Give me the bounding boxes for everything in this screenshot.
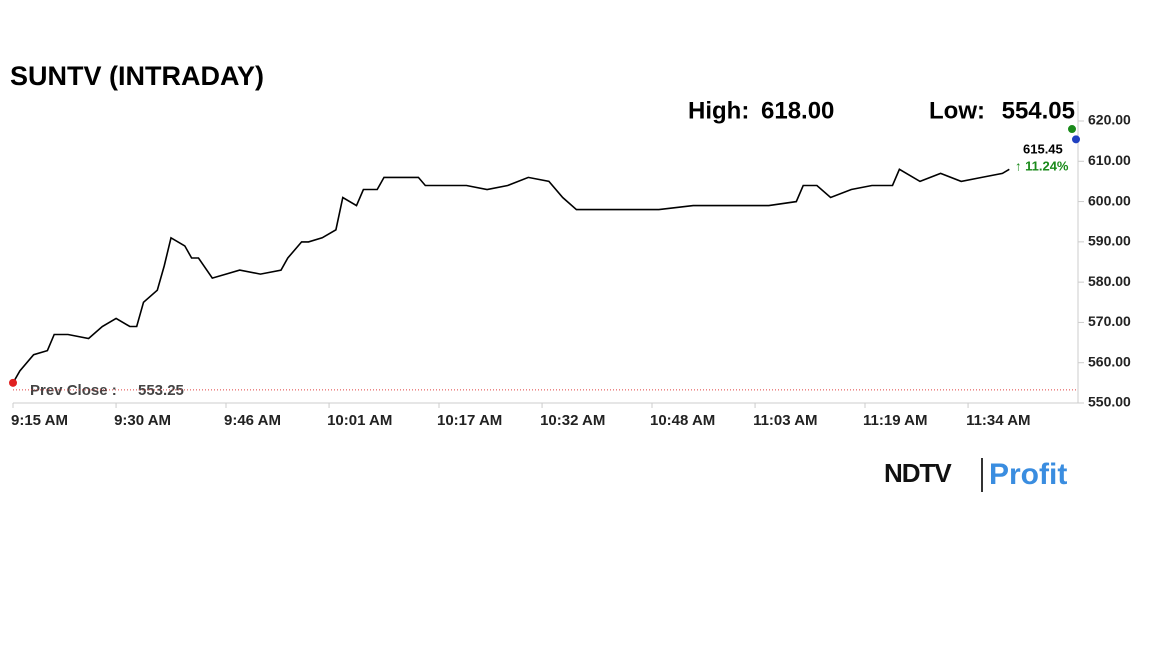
y-tick-label: 570.00	[1088, 313, 1131, 329]
y-tick-label: 620.00	[1088, 112, 1131, 128]
y-tick-label: 600.00	[1088, 192, 1131, 208]
last-price: 615.45	[1023, 141, 1063, 156]
x-tick-label: 11:03 AM	[753, 412, 817, 429]
high-label: High:	[688, 97, 749, 124]
chart-title: SUNTV (INTRADAY)	[10, 61, 264, 91]
x-tick-label: 10:48 AM	[650, 412, 715, 429]
x-tick-label: 9:46 AM	[224, 412, 281, 429]
high-dot	[1068, 125, 1076, 134]
y-tick-label: 560.00	[1088, 353, 1131, 369]
x-tick-label: 11:34 AM	[966, 412, 1030, 429]
y-tick-label: 590.00	[1088, 233, 1131, 249]
last-dot	[1072, 135, 1080, 144]
y-tick-label: 580.00	[1088, 273, 1131, 289]
change: ↑ 11.24%	[1015, 158, 1069, 173]
logo-product: Profit	[989, 458, 1067, 491]
x-tick-label: 10:01 AM	[327, 412, 392, 429]
x-tick-label: 10:17 AM	[437, 412, 502, 429]
high-value: 618.00	[761, 97, 834, 124]
low-value: 554.05	[1002, 97, 1075, 124]
y-tick-label: 550.00	[1088, 394, 1131, 410]
low-label: Low:	[929, 97, 985, 124]
prev-close-value: 553.25	[138, 382, 184, 399]
logo-brand: NDTV	[884, 458, 952, 488]
y-tick-label: 610.00	[1088, 152, 1131, 168]
start-dot	[9, 378, 17, 387]
x-tick-label: 11:19 AM	[863, 412, 927, 429]
prev-close-label: Prev Close :	[30, 382, 117, 399]
x-tick-label: 9:15 AM	[11, 412, 68, 429]
x-tick-label: 9:30 AM	[114, 412, 171, 429]
x-tick-label: 10:32 AM	[540, 412, 605, 429]
price-line	[12, 168, 1010, 384]
